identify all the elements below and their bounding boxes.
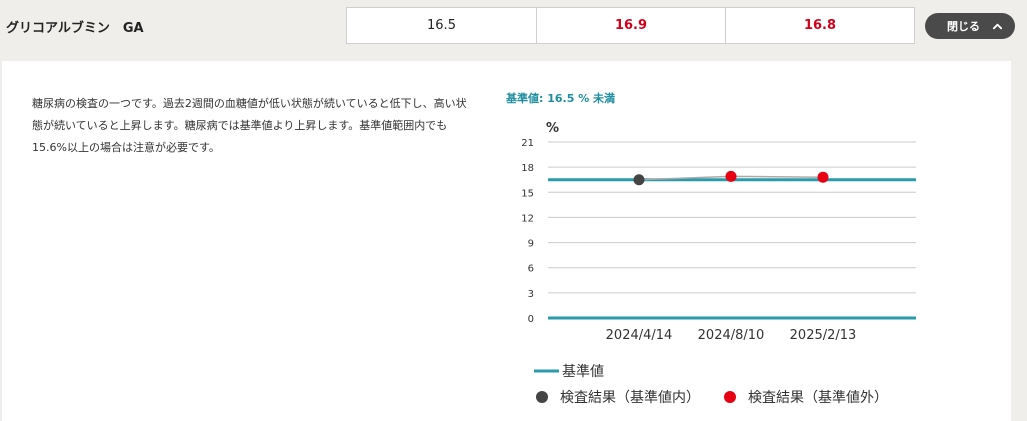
- y-tick-label: 18: [521, 163, 534, 174]
- result-value: 16.8: [803, 18, 837, 33]
- x-tick-label: 2024/4/14: [606, 328, 673, 343]
- test-description: 糖尿病の検査の一つです。過去2週間の血糖値が低い状態が続いていると低下し、高い状…: [32, 97, 467, 154]
- data-point: [633, 174, 645, 186]
- y-tick-label: 3: [528, 289, 534, 300]
- legend-in-range-marker: [536, 391, 548, 403]
- result-value: 16.5: [427, 18, 456, 33]
- legend-out-of-range-marker: [724, 391, 736, 403]
- result-cell-2: 16.9: [536, 7, 726, 44]
- y-tick-label: 6: [528, 264, 534, 275]
- y-tick-label: 12: [521, 213, 534, 224]
- data-point: [817, 171, 829, 183]
- y-tick-label: 15: [521, 188, 534, 199]
- y-axis-label: %: [546, 121, 559, 136]
- test-name: グリコアルブミン GA: [6, 21, 144, 36]
- y-tick-label: 0: [528, 314, 534, 325]
- close-button-label: 閉じる: [947, 20, 980, 33]
- close-button[interactable]: 閉じる: [925, 13, 1015, 39]
- reference-value-label: 基準値: 16.5 % 未満: [506, 92, 616, 105]
- result-cell-3: 16.8: [725, 7, 915, 44]
- data-point: [725, 170, 737, 182]
- legend-reference-label: 基準値: [562, 363, 604, 380]
- result-value: 16.9: [614, 18, 648, 33]
- legend-out-of-range-label: 検査結果（基準値外）: [748, 389, 888, 406]
- legend-in-range-label: 検査結果（基準値内）: [560, 389, 700, 406]
- x-tick-label: 2025/2/13: [790, 328, 857, 343]
- x-tick-label: 2024/8/10: [698, 328, 765, 343]
- detail-panel: 糖尿病の検査の一つです。過去2週間の血糖値が低い状態が続いていると低下し、高い状…: [2, 61, 1011, 421]
- y-tick-label: 21: [521, 138, 534, 149]
- y-tick-label: 9: [528, 239, 534, 250]
- result-chart: % 0 3 6 9 12 15 18 21 2024/4/14 2024/8/10 2025/2/13…: [521, 121, 916, 406]
- result-cell-1: 16.5: [346, 7, 537, 44]
- chevron-up-icon: [992, 23, 1003, 29]
